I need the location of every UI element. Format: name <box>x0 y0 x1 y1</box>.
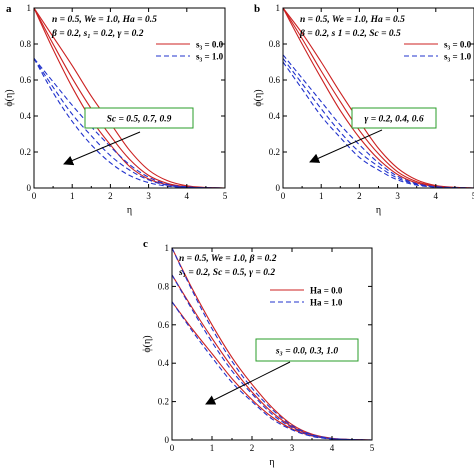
x-tick-label: 1 <box>70 191 75 201</box>
y-tick-label: 0 <box>276 183 281 193</box>
y-tick-label: 0.2 <box>269 147 280 157</box>
x-tick-label: 0 <box>32 191 37 201</box>
parameter-text: n = 0.5, We = 1.0, β = 0.2 <box>179 254 277 264</box>
y-tick-label: 0.2 <box>20 147 31 157</box>
legend-label: Ha = 0.0 <box>310 286 343 296</box>
legend-label: s₃ = 0.0 <box>444 40 472 50</box>
x-tick-label: 4 <box>434 191 439 201</box>
y-tick-label: 0.6 <box>269 75 281 85</box>
x-tick-label: 5 <box>472 191 474 201</box>
x-tick-label: 2 <box>357 191 362 201</box>
legend: s₃ = 0.0 s₃ = 1.0 <box>156 40 224 62</box>
series-line-4 <box>283 54 474 188</box>
parameter-text: β = 0.2, s₁ = 0.2, γ = 0.2 <box>51 29 144 39</box>
panel-label: a <box>6 3 12 15</box>
legend-label: s₃ = 1.0 <box>444 52 472 62</box>
panel-c: c 0 1 2 3 4 5 0 0.2 0.4 0.6 0.8 1 η ϕ(η) n = 0.5, We = … <box>142 238 375 468</box>
x-axis-label: η <box>127 205 132 216</box>
annotation-arrow <box>205 361 291 405</box>
annotation-text: s₃ = 0.0, 0.3, 1.0 <box>275 347 339 357</box>
legend-label: s₃ = 0.0 <box>196 40 224 50</box>
annotation-text: γ = 0.2, 0.4, 0.6 <box>364 115 423 125</box>
series-group <box>172 248 372 440</box>
annotation-box <box>255 338 359 362</box>
y-axis-label: ϕ(η) <box>4 89 15 106</box>
series-line-6 <box>283 61 474 188</box>
y-axis-label: ϕ(η) <box>142 335 153 352</box>
y-tick-label: 0.4 <box>269 111 281 121</box>
x-tick-label: 2 <box>108 191 113 201</box>
x-tick-label: 0 <box>170 443 175 453</box>
y-tick-label: 1 <box>276 3 281 13</box>
annotation-arrow <box>309 129 383 163</box>
parameter-text: n = 0.5, We = 1.0, Ha = 0.5 <box>300 15 405 25</box>
legend: Ha = 0.0 Ha = 1.0 <box>270 286 343 308</box>
y-tick-label: 0.6 <box>158 320 170 330</box>
x-tick-label: 5 <box>223 191 228 201</box>
y-tick-label: 0 <box>165 435 170 445</box>
parameter-text: s₁ = 0.2, Sc = 0.5, γ = 0.2 <box>178 268 275 278</box>
x-tick-label: 1 <box>319 191 324 201</box>
parameter-text: β = 0.2, s 1 = 0.2, Sc = 0.5 <box>299 29 401 39</box>
annotation-arrow <box>63 131 141 166</box>
y-tick-label: 0.6 <box>20 75 32 85</box>
x-tick-label: 0 <box>281 191 286 201</box>
panel-label: c <box>143 238 148 250</box>
x-tick-label: 2 <box>250 443 255 453</box>
legend-label: s₃ = 1.0 <box>196 52 224 62</box>
y-tick-label: 0.8 <box>20 39 32 49</box>
panel-b: b 0 1 2 3 4 5 0 0.2 0.4 0.6 0.8 1 η ϕ(η) n = 0.5, We = … <box>253 3 474 216</box>
y-axis-label: ϕ(η) <box>253 89 264 106</box>
y-tick-label: 0 <box>27 183 32 193</box>
x-tick-label: 4 <box>330 443 335 453</box>
x-tick-label: 3 <box>290 443 295 453</box>
x-tick-label: 3 <box>395 191 400 201</box>
y-tick-label: 0.8 <box>269 39 281 49</box>
series-group <box>34 8 225 188</box>
y-tick-label: 0.4 <box>20 111 32 121</box>
series-line-5 <box>34 58 225 188</box>
y-tick-label: 1 <box>165 243 170 253</box>
annotation-box <box>351 107 437 129</box>
series-group <box>283 8 474 188</box>
annotation-box <box>84 107 194 129</box>
x-tick-label: 1 <box>210 443 215 453</box>
y-tick-label: 0.4 <box>158 358 170 368</box>
legend: s₃ = 0.0 s₃ = 1.0 <box>404 40 472 62</box>
panel-label: b <box>254 3 260 15</box>
y-tick-label: 1 <box>27 3 32 13</box>
annotation-text: Sc = 0.5, 0.7, 0.9 <box>107 115 172 125</box>
x-axis-label: η <box>376 205 381 216</box>
parameter-text: n = 0.5, We = 1.0, Ha = 0.5 <box>52 15 157 25</box>
x-tick-label: 4 <box>185 191 190 201</box>
y-tick-label: 0.2 <box>158 397 169 407</box>
panel-a: a 0 1 2 3 4 5 0 0.2 0.4 0.6 0.8 1 η ϕ(η) n = 0.5, We = … <box>4 3 228 216</box>
x-tick-label: 3 <box>146 191 151 201</box>
x-tick-label: 5 <box>370 443 375 453</box>
x-axis-label: η <box>269 457 274 468</box>
y-tick-label: 0.8 <box>158 281 170 291</box>
series-line-6 <box>172 301 372 440</box>
legend-label: Ha = 1.0 <box>310 298 343 308</box>
